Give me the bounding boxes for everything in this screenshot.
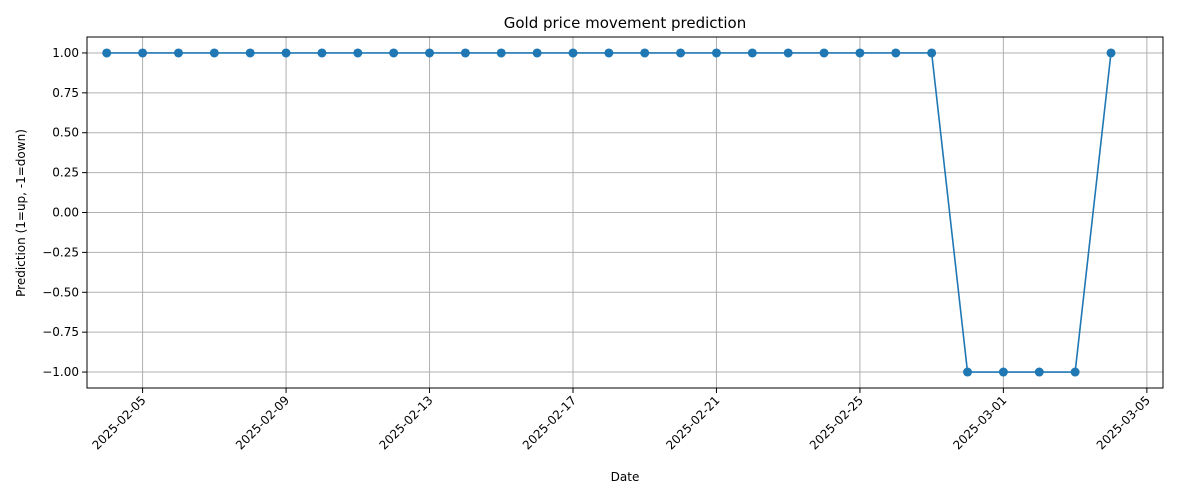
y-tick-label: 1.00 (52, 46, 79, 60)
y-tick-label: −1.00 (42, 365, 79, 379)
chart-title: Gold price movement prediction (504, 14, 747, 32)
data-point (209, 48, 219, 58)
data-point (281, 48, 291, 58)
y-axis-ticks: 1.00 0.75 0.50 0.25 0.00 −0.25 −0.50 −0.75 −1.00 (42, 46, 87, 379)
y-tick-label: −0.75 (42, 325, 79, 339)
data-point (173, 48, 183, 58)
y-tick-label: 0.00 (52, 206, 79, 220)
data-point (891, 48, 901, 58)
data-point (532, 48, 542, 58)
data-point (425, 48, 435, 58)
y-tick-label: −0.25 (42, 245, 79, 259)
data-point (353, 48, 363, 58)
data-point (676, 48, 686, 58)
data-point (568, 48, 578, 58)
y-tick-label: −0.50 (42, 285, 79, 299)
data-point (855, 48, 865, 58)
data-point (998, 367, 1008, 377)
data-point (245, 48, 255, 58)
data-point (496, 48, 506, 58)
y-tick-label: 0.75 (52, 86, 79, 100)
data-point (102, 48, 112, 58)
data-point (927, 48, 937, 58)
data-point (604, 48, 614, 58)
data-point (711, 48, 721, 58)
grid-lines (87, 37, 1163, 388)
data-point (640, 48, 650, 58)
data-point (747, 48, 757, 58)
y-tick-label: 0.25 (52, 166, 79, 180)
data-point (389, 48, 399, 58)
x-axis-label: Date (611, 470, 640, 484)
series-layer (102, 48, 1116, 377)
data-point (1034, 367, 1044, 377)
data-point (1106, 48, 1116, 58)
data-point (819, 48, 829, 58)
data-point (783, 48, 793, 58)
data-point (1070, 367, 1080, 377)
data-point (138, 48, 148, 58)
y-tick-label: 0.50 (52, 126, 79, 140)
data-point (317, 48, 327, 58)
data-point (963, 367, 973, 377)
y-axis-label: Prediction (1=up, -1=down) (14, 129, 28, 297)
data-point (460, 48, 470, 58)
